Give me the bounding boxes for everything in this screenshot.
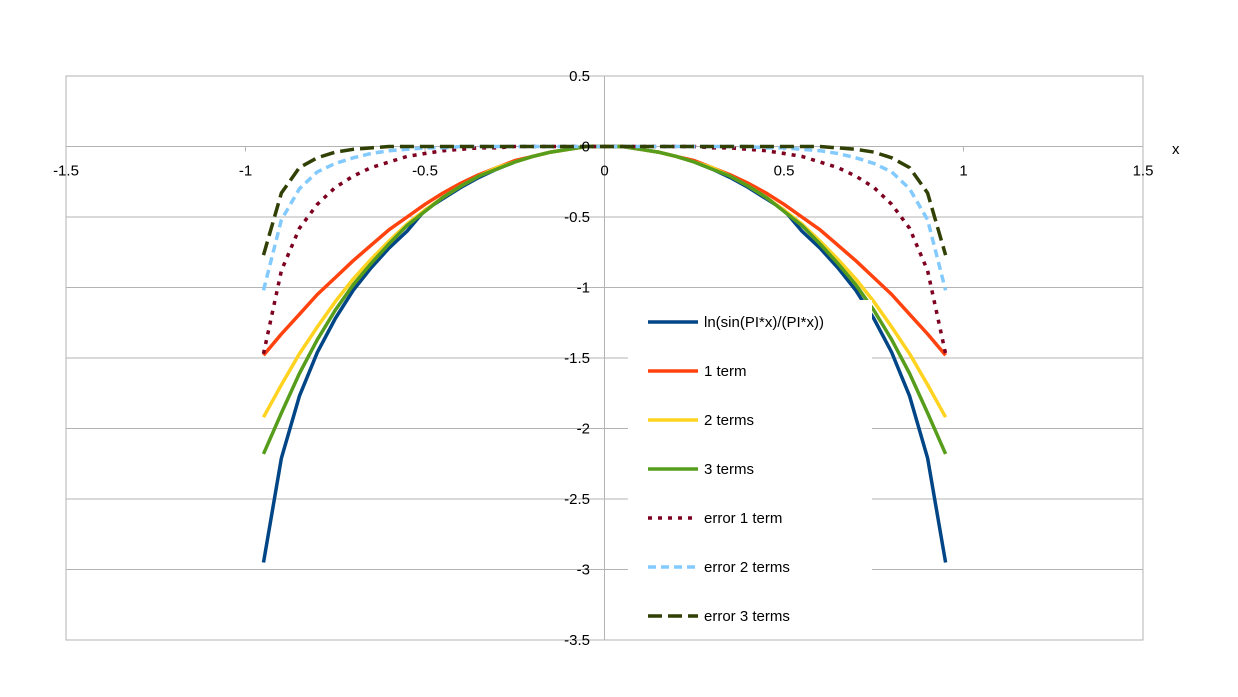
series-group xyxy=(261,144,948,563)
y-tick-label: -1.5 xyxy=(564,350,590,367)
series-line-7 xyxy=(261,144,948,256)
y-tick-label: -3 xyxy=(577,562,590,579)
x-tick-label: 0 xyxy=(600,163,608,180)
x-tick-label: -1.5 xyxy=(53,163,79,180)
y-tick-label: -2 xyxy=(577,421,590,438)
y-tick-label: 0.5 xyxy=(569,68,590,85)
y-tick-label: -0.5 xyxy=(564,209,590,226)
legend-label: 2 terms xyxy=(704,412,754,429)
legend-label: error 3 terms xyxy=(704,608,790,625)
y-tick-label: 0 xyxy=(582,139,590,156)
series-line-6 xyxy=(261,144,948,291)
legend-label: error 1 term xyxy=(704,510,782,527)
legend-label: 3 terms xyxy=(704,461,754,478)
x-tick-label: -0.5 xyxy=(412,163,438,180)
x-tick-label: 1 xyxy=(959,163,967,180)
x-tick-label: -1 xyxy=(239,163,252,180)
x-tick-label: 1.5 xyxy=(1133,163,1154,180)
x-tick-label: 0.5 xyxy=(774,163,795,180)
legend: ln(sin(PI*x)/(PI*x)) 1 term 2 terms 3 terms… xyxy=(628,300,872,638)
y-tick-label: -3.5 xyxy=(564,632,590,649)
y-tick-label: -1 xyxy=(577,280,590,297)
tick-labels: 0.5 0 -0.5 -1 -1.5 -2 -2.5 -3 -3.5 -1.5 -1 -0.5 0 0.5… xyxy=(53,68,1153,649)
legend-label: error 2 terms xyxy=(704,559,790,576)
x-axis-label: x xyxy=(1172,141,1180,158)
legend-label: 1 term xyxy=(704,363,747,380)
legend-label: ln(sin(PI*x)/(PI*x)) xyxy=(704,314,824,331)
y-tick-label: -2.5 xyxy=(564,491,590,508)
